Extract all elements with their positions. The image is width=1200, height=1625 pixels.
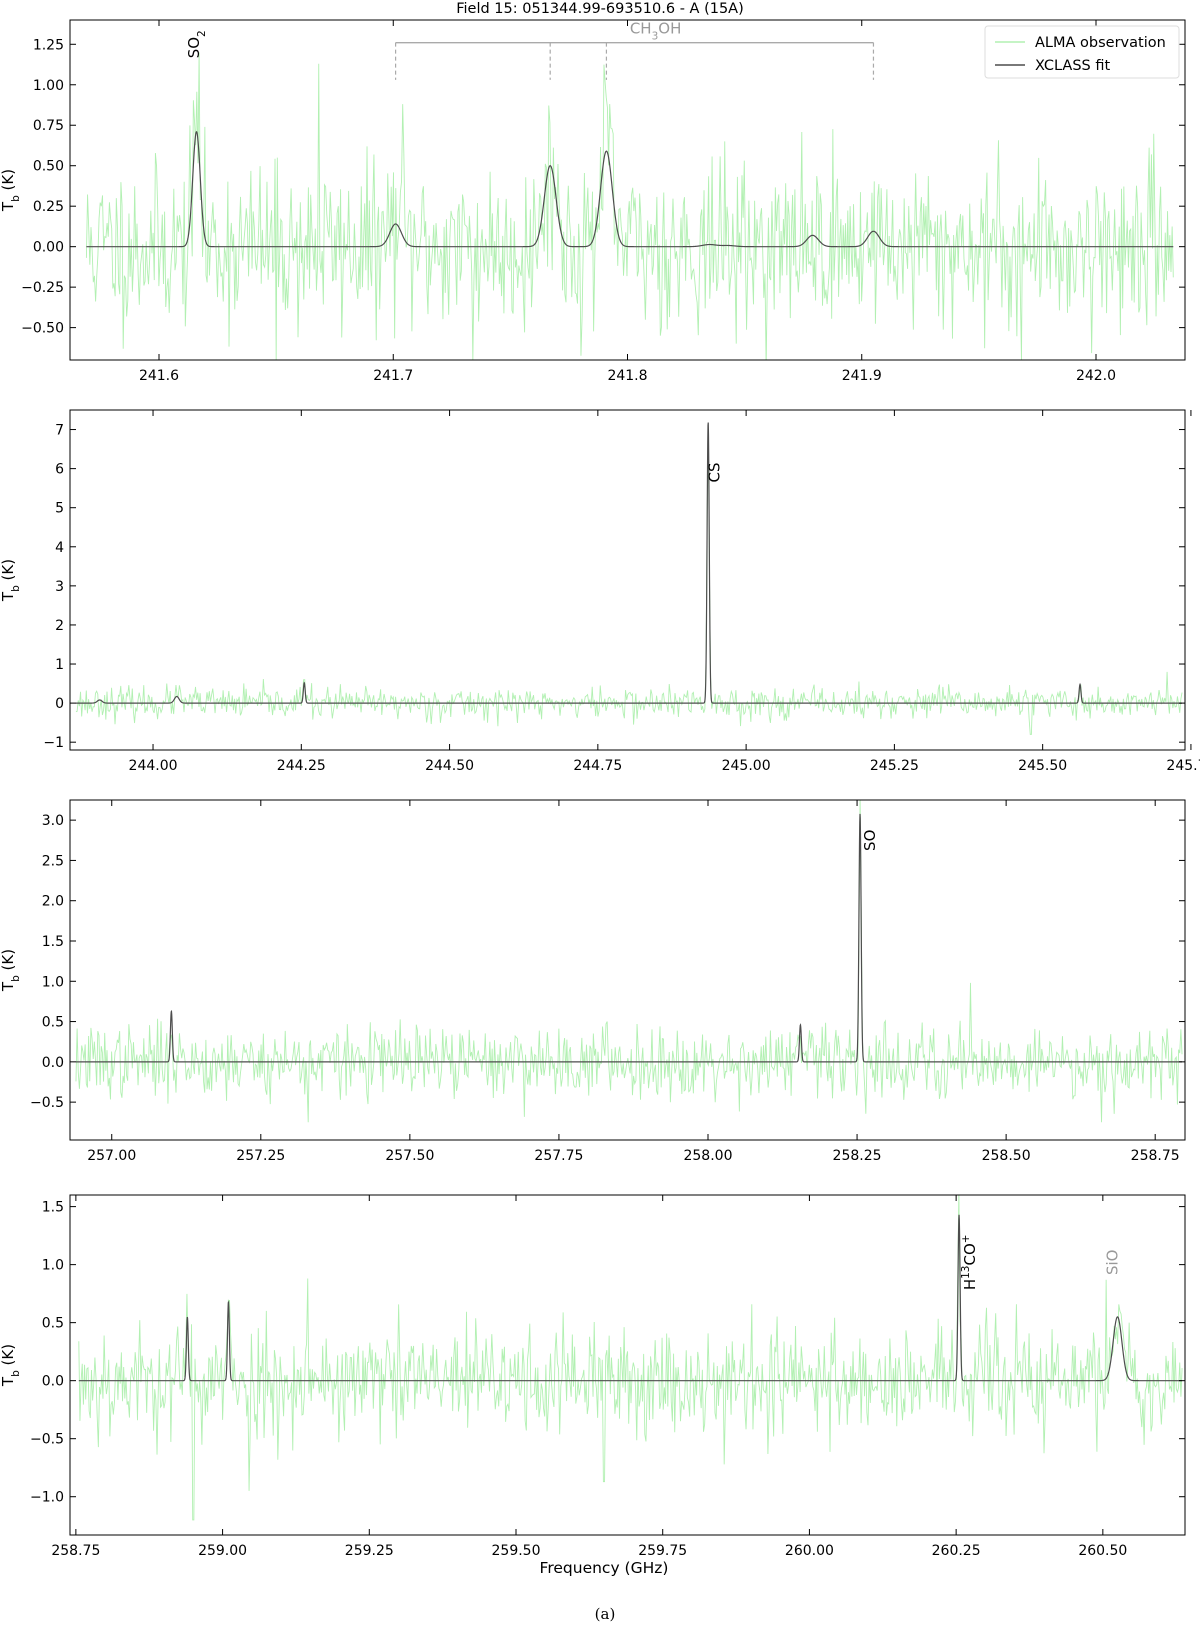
x-tick-label: 241.9 — [842, 368, 882, 384]
x-tick-label: 245.50 — [1018, 758, 1067, 774]
y-tick-label: 0.5 — [42, 1316, 64, 1332]
legend-box — [984, 25, 1180, 79]
x-tick-label: 245.75 — [1166, 758, 1200, 774]
spectrum-panel-3: 257.00 257.25 257.50 257.75 258.00 258.25 258.… — [0, 799, 1186, 1164]
x-tick-label: 259.25 — [345, 1543, 394, 1559]
y-tick-label: 0.50 — [33, 159, 64, 175]
line-annotation: CS — [705, 463, 723, 483]
y-tick-label: 1.25 — [33, 37, 64, 53]
x-tick-label: 242.0 — [1076, 368, 1116, 384]
x-tick-label: 244.00 — [129, 758, 178, 774]
y-tick-label: 5 — [55, 501, 64, 517]
x-tick-label: 244.75 — [573, 758, 622, 774]
observation-series-line — [75, 430, 1183, 735]
figure-caption: (a) — [595, 1605, 616, 1623]
line-annotation: SiO — [1104, 1250, 1122, 1276]
y-tick-label: 2.5 — [42, 853, 64, 869]
y-tick-label: 3 — [55, 579, 64, 595]
x-tick-label: 257.50 — [385, 1148, 434, 1164]
x-tick-label: 259.50 — [492, 1543, 541, 1559]
x-tick-label: 258.25 — [833, 1148, 882, 1164]
x-tick-label: 259.75 — [638, 1543, 687, 1559]
x-tick-label: 260.25 — [932, 1543, 981, 1559]
fit-series-line — [75, 813, 1183, 1063]
x-tick-label: 259.00 — [198, 1543, 247, 1559]
y-tick-label: 0.0 — [42, 1055, 64, 1071]
x-tick-label: 244.50 — [425, 758, 474, 774]
y-tick-label: 1 — [55, 657, 64, 673]
y-tick-label: 6 — [55, 462, 64, 478]
spectrum-panel-4: 258.75 259.00 259.25 259.50 259.75 260.00 260.… — [0, 1194, 1186, 1559]
spectrum-panel-1: 241.6 241.7 241.8 241.9 242.0 −0.50 −0.25 0.00 0… — [0, 19, 1186, 384]
y-tick-label: 0.00 — [33, 240, 64, 256]
y-tick-label: 0.25 — [33, 199, 64, 215]
y-axis-label: Tb (K) — [0, 1344, 22, 1387]
observation-series-line — [75, 800, 1183, 1123]
x-tick-label: 258.50 — [982, 1148, 1031, 1164]
line-annotation: SO2 — [185, 30, 208, 58]
y-tick-label: −0.5 — [30, 1432, 64, 1448]
x-tick-label: 241.6 — [139, 368, 179, 384]
y-tick-label: 0.5 — [42, 1015, 64, 1031]
y-tick-label: 2.0 — [42, 894, 64, 910]
y-tick-label: 0 — [55, 696, 64, 712]
x-tick-label: 258.00 — [683, 1148, 732, 1164]
y-tick-label: −0.25 — [21, 280, 64, 296]
y-tick-label: −1.0 — [30, 1490, 64, 1506]
fit-series-line — [75, 422, 1183, 704]
legend-label-fit: XCLASS fit — [1035, 58, 1110, 74]
x-tick-label: 258.75 — [1131, 1148, 1180, 1164]
y-tick-label: 0.0 — [42, 1374, 64, 1390]
spectrum-panel-2: 244.00 244.25 244.50 244.75 245.00 245.25 245.… — [0, 409, 1200, 774]
y-tick-label: −0.5 — [30, 1095, 64, 1111]
plot-frame — [69, 799, 1186, 1141]
x-tick-label: 241.7 — [373, 368, 413, 384]
y-axis-label: Tb (K) — [0, 949, 22, 992]
x-tick-label: 260.00 — [785, 1543, 834, 1559]
y-tick-label: 3.0 — [42, 813, 64, 829]
y-tick-label: 1.0 — [42, 974, 64, 990]
y-tick-label: −0.50 — [21, 321, 64, 337]
x-tick-label: 257.75 — [534, 1148, 583, 1164]
y-axis-label: Tb (K) — [0, 559, 22, 602]
x-axis-label: Frequency (GHz) — [540, 1559, 669, 1577]
y-tick-label: 1.5 — [42, 934, 64, 950]
x-tick-label: 241.8 — [607, 368, 647, 384]
observation-series-line — [78, 1195, 1183, 1521]
legend-label-observation: ALMA observation — [1035, 35, 1166, 51]
y-tick-label: 1.00 — [33, 78, 64, 94]
fit-series-line — [86, 131, 1174, 248]
ch3oh-label: CH3OH — [630, 20, 682, 43]
y-tick-label: −1 — [43, 735, 64, 751]
legend: ALMA observation XCLASS fit — [984, 25, 1180, 79]
x-tick-label: 244.25 — [277, 758, 326, 774]
y-tick-label: 4 — [55, 540, 64, 556]
plot-frame — [69, 1194, 1186, 1536]
x-tick-label: 258.75 — [51, 1543, 100, 1559]
y-tick-label: 1.5 — [42, 1200, 64, 1216]
figure-title: Field 15: 051344.99-693510.6 - A (15A) — [456, 1, 744, 17]
observation-series-line — [85, 52, 1174, 360]
x-tick-label: 245.00 — [722, 758, 771, 774]
y-tick-label: 1.0 — [42, 1258, 64, 1274]
fit-series-line — [78, 1214, 1183, 1382]
x-tick-label: 260.50 — [1078, 1543, 1127, 1559]
line-annotation: H13CO+ — [960, 1234, 979, 1290]
y-tick-label: 2 — [55, 618, 64, 634]
y-axis-label: Tb (K) — [0, 169, 22, 212]
y-tick-label: 0.75 — [33, 118, 64, 134]
y-tick-label: 7 — [55, 423, 64, 439]
x-tick-label: 245.25 — [870, 758, 919, 774]
x-tick-label: 257.25 — [236, 1148, 285, 1164]
plot-frame — [69, 409, 1186, 751]
line-annotation: SO — [861, 830, 879, 851]
x-tick-label: 257.00 — [87, 1148, 136, 1164]
